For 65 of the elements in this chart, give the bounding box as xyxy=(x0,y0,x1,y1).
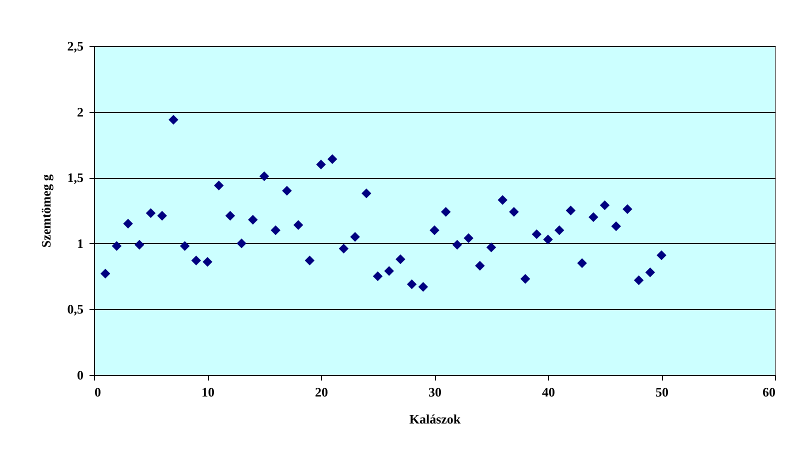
point xyxy=(146,208,156,218)
point xyxy=(634,275,644,286)
x-tick-label: 60 xyxy=(762,384,776,400)
x-tick-label: 40 xyxy=(542,384,555,400)
point xyxy=(566,206,576,216)
point xyxy=(338,244,349,254)
point xyxy=(406,279,417,290)
point xyxy=(498,195,508,205)
point xyxy=(112,241,122,251)
point xyxy=(362,188,372,198)
point xyxy=(418,282,428,292)
point xyxy=(316,160,326,170)
point xyxy=(611,221,621,232)
x-tick-label: 10 xyxy=(202,384,214,400)
point xyxy=(384,266,394,276)
point xyxy=(180,241,190,251)
y-tick-label: 2 xyxy=(77,104,84,120)
point xyxy=(304,256,315,266)
point xyxy=(168,114,178,125)
point xyxy=(123,218,133,229)
point xyxy=(554,225,564,236)
point xyxy=(100,268,110,279)
point xyxy=(350,232,360,242)
point xyxy=(645,267,656,278)
y-tick-label: 0 xyxy=(77,368,84,382)
point xyxy=(214,180,224,190)
point xyxy=(600,200,610,210)
point xyxy=(475,260,485,271)
point xyxy=(622,204,632,214)
point xyxy=(532,229,542,240)
point xyxy=(577,258,587,268)
x-tick-label: 0 xyxy=(94,384,101,400)
point xyxy=(464,233,474,244)
point xyxy=(259,171,270,182)
point xyxy=(486,242,496,252)
point xyxy=(270,225,280,236)
point xyxy=(509,206,519,217)
point xyxy=(396,254,406,264)
point xyxy=(430,225,440,236)
x-tick-label: 30 xyxy=(428,384,442,400)
point xyxy=(520,274,530,284)
point xyxy=(191,256,202,266)
point xyxy=(248,214,258,225)
point xyxy=(236,238,246,248)
point xyxy=(202,256,212,267)
point xyxy=(293,220,304,230)
point xyxy=(134,240,144,250)
x-tick-label: 50 xyxy=(656,384,668,400)
point xyxy=(452,240,462,250)
point xyxy=(157,210,167,221)
point xyxy=(225,210,236,221)
point xyxy=(656,250,666,260)
point xyxy=(440,206,451,217)
point xyxy=(327,154,338,164)
point xyxy=(543,234,553,244)
x-axis-title: Kalászok xyxy=(409,412,462,426)
point xyxy=(588,212,598,222)
y-tick-label: 1,5 xyxy=(67,170,84,186)
x-tick-label: 20 xyxy=(315,384,328,400)
point xyxy=(372,271,383,282)
y-tick-label: 0,5 xyxy=(67,302,84,317)
y-tick-label: 2,5 xyxy=(67,38,84,54)
y-tick-label: 1 xyxy=(77,236,84,251)
point xyxy=(282,186,292,196)
y-axis-title: Szemtömeg g xyxy=(38,174,54,248)
